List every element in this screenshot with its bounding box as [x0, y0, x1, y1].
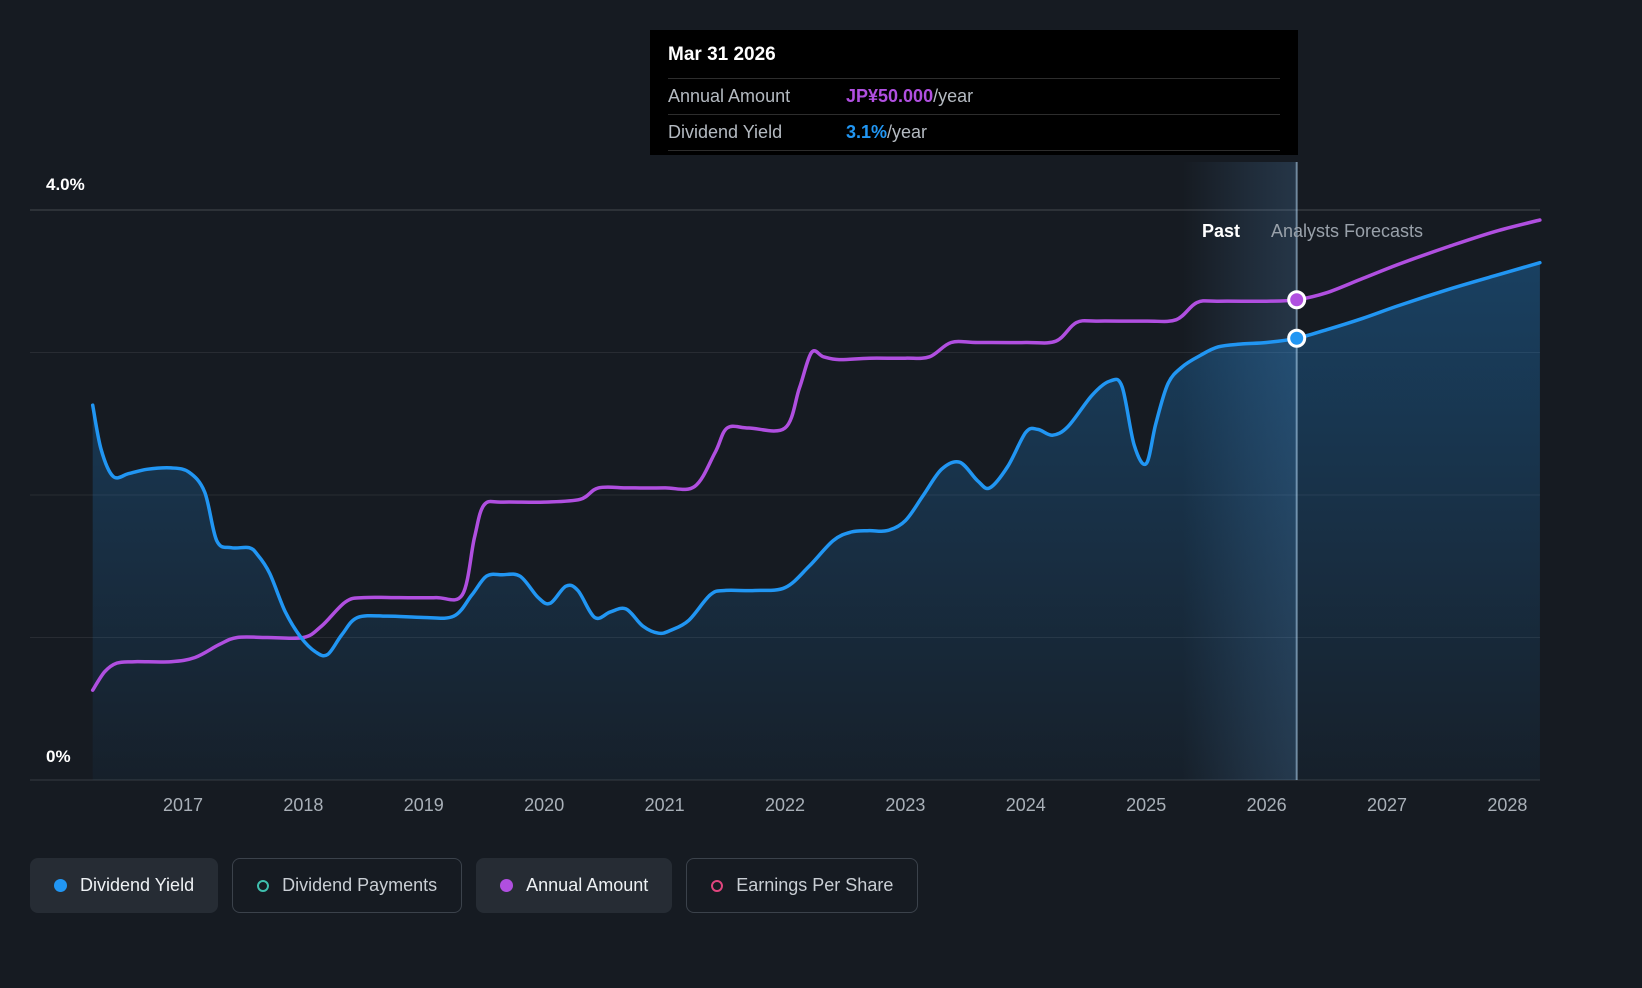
y-axis-max-label: 4.0% — [46, 175, 85, 194]
analysts-forecasts-section-label: Analysts Forecasts — [1271, 221, 1424, 241]
x-axis-label-2018: 2018 — [283, 795, 324, 815]
x-axis-label-2025: 2025 — [1126, 795, 1167, 815]
tooltip-row-annual-amount: Annual Amount JP¥50.000/year — [668, 78, 1280, 114]
x-axis-label-2020: 2020 — [524, 795, 565, 815]
annual-amount-dot-icon — [500, 879, 514, 892]
x-axis-label-2021: 2021 — [644, 795, 685, 815]
tooltip-dividend-yield-label: Dividend Yield — [668, 122, 783, 142]
y-axis-min-label: 0% — [46, 747, 71, 766]
tooltip-date: Mar 31 2026 — [668, 44, 776, 65]
dividend-yield-line — [90, 260, 1542, 658]
chart-legend: Dividend Yield Dividend Payments Annual … — [30, 858, 919, 913]
x-axis-label-2026: 2026 — [1246, 795, 1287, 815]
annual-amount-marker[interactable] — [1287, 290, 1307, 310]
legend-dividend-payments[interactable]: Dividend Payments — [232, 858, 463, 913]
x-axis-label-2027: 2027 — [1366, 795, 1408, 815]
legend-earnings-per-share[interactable]: Earnings Per Share — [686, 858, 919, 913]
dividend-yield-area — [92, 262, 1540, 780]
tooltip-row-dividend-yield: Dividend Yield 3.1%/year — [668, 114, 1280, 151]
x-axis-label-2022: 2022 — [764, 795, 806, 815]
dividend-payments-ring-icon — [257, 879, 270, 892]
x-axis-label-2019: 2019 — [403, 795, 444, 815]
tooltip-annual-amount-value: JP¥50.000/year — [846, 86, 974, 106]
tooltip-dividend-yield-value: 3.1%/year — [846, 122, 928, 142]
dividend-yield-marker[interactable] — [1287, 328, 1307, 348]
tooltip-annual-amount-label: Annual Amount — [668, 86, 791, 106]
x-axis-label-2028: 2028 — [1487, 795, 1528, 815]
x-axis-label-2017: 2017 — [162, 795, 204, 815]
x-axis-label-2023: 2023 — [885, 795, 926, 815]
chart-tooltip: Mar 31 2026 Annual Amount JP¥50.000/year… — [650, 30, 1298, 155]
legend-annual-amount-label: Annual Amount — [526, 875, 649, 895]
legend-dividend-payments-label: Dividend Payments — [282, 875, 438, 895]
legend-annual-amount[interactable]: Annual Amount — [476, 858, 673, 913]
past-section-label: Past — [1201, 221, 1240, 241]
x-axis-label-2024: 2024 — [1005, 795, 1046, 815]
earnings-per-share-ring-icon — [711, 879, 724, 892]
legend-dividend-yield[interactable]: Dividend Yield — [30, 858, 219, 913]
dividend-yield-dot-icon — [54, 879, 67, 892]
legend-earnings-per-share-label: Earnings Per Share — [736, 875, 894, 895]
legend-dividend-yield-label: Dividend Yield — [80, 875, 195, 895]
